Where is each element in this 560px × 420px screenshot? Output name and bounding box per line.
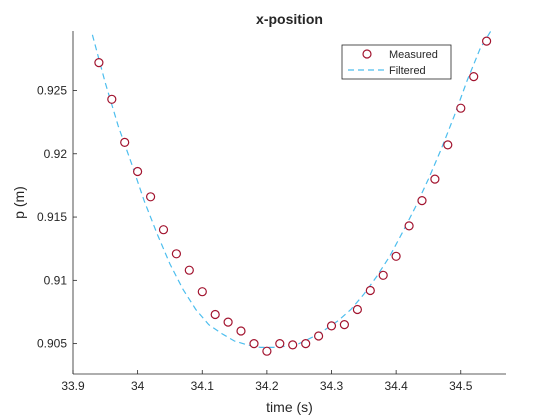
axes: 33.9 34 34.1 34.2 34.3 34.4 34.5 0.905 0.91 0.915… xyxy=(37,31,506,393)
measured-point xyxy=(146,192,156,202)
measured-point xyxy=(275,339,285,349)
measured-point xyxy=(314,331,324,341)
measured-point xyxy=(352,304,362,315)
measured-point xyxy=(365,285,375,296)
y-tick-label: 0.925 xyxy=(37,83,67,97)
x-tick-label: 34 xyxy=(131,379,145,393)
measured-point xyxy=(430,174,440,184)
measured-point xyxy=(443,140,453,150)
y-tick-label: 0.905 xyxy=(37,337,67,351)
measured-point xyxy=(171,249,181,259)
measured-point xyxy=(378,270,388,280)
x-tick-label: 34.5 xyxy=(449,379,473,393)
measured-point xyxy=(482,36,492,46)
y-tick-label: 0.92 xyxy=(44,147,68,161)
x-axis-label: time (s) xyxy=(266,399,313,415)
measured-point xyxy=(210,309,220,320)
measured-point xyxy=(158,225,169,235)
measured-point xyxy=(262,346,272,356)
measured-point xyxy=(120,137,130,147)
measured-point xyxy=(223,317,233,327)
y-axis-label: p (m) xyxy=(11,186,27,219)
x-tick-label: 34.3 xyxy=(320,379,344,393)
measured-point xyxy=(249,339,259,349)
measured-point xyxy=(236,326,246,336)
measured-point xyxy=(94,57,104,68)
measured-point xyxy=(184,265,194,275)
measured-point xyxy=(456,103,466,113)
chart-title: x-position xyxy=(256,11,323,27)
measured-series xyxy=(94,36,492,356)
measured-point xyxy=(107,94,117,104)
measured-point xyxy=(301,339,311,349)
x-tick-label: 34.2 xyxy=(255,379,279,393)
y-tick-label: 0.915 xyxy=(37,210,67,224)
measured-point xyxy=(339,320,349,330)
plot-area xyxy=(73,31,506,374)
legend-label-filtered: Filtered xyxy=(389,65,426,77)
x-tick-label: 33.9 xyxy=(61,379,85,393)
measured-point xyxy=(326,321,337,331)
legend-marker-measured xyxy=(362,49,372,59)
measured-point xyxy=(469,71,479,82)
measured-point xyxy=(417,196,427,206)
legend-label-measured: Measured xyxy=(389,49,438,61)
x-tick-label: 34.4 xyxy=(384,379,408,393)
legend-box xyxy=(341,44,452,80)
y-tick-label: 0.91 xyxy=(44,273,68,287)
measured-point xyxy=(404,221,414,231)
measured-point xyxy=(288,340,298,350)
legend: Measured Filtered xyxy=(341,44,452,80)
measured-point xyxy=(133,166,143,177)
measured-point xyxy=(391,251,401,261)
x-tick-label: 34.1 xyxy=(191,379,215,393)
measured-point xyxy=(197,287,207,297)
